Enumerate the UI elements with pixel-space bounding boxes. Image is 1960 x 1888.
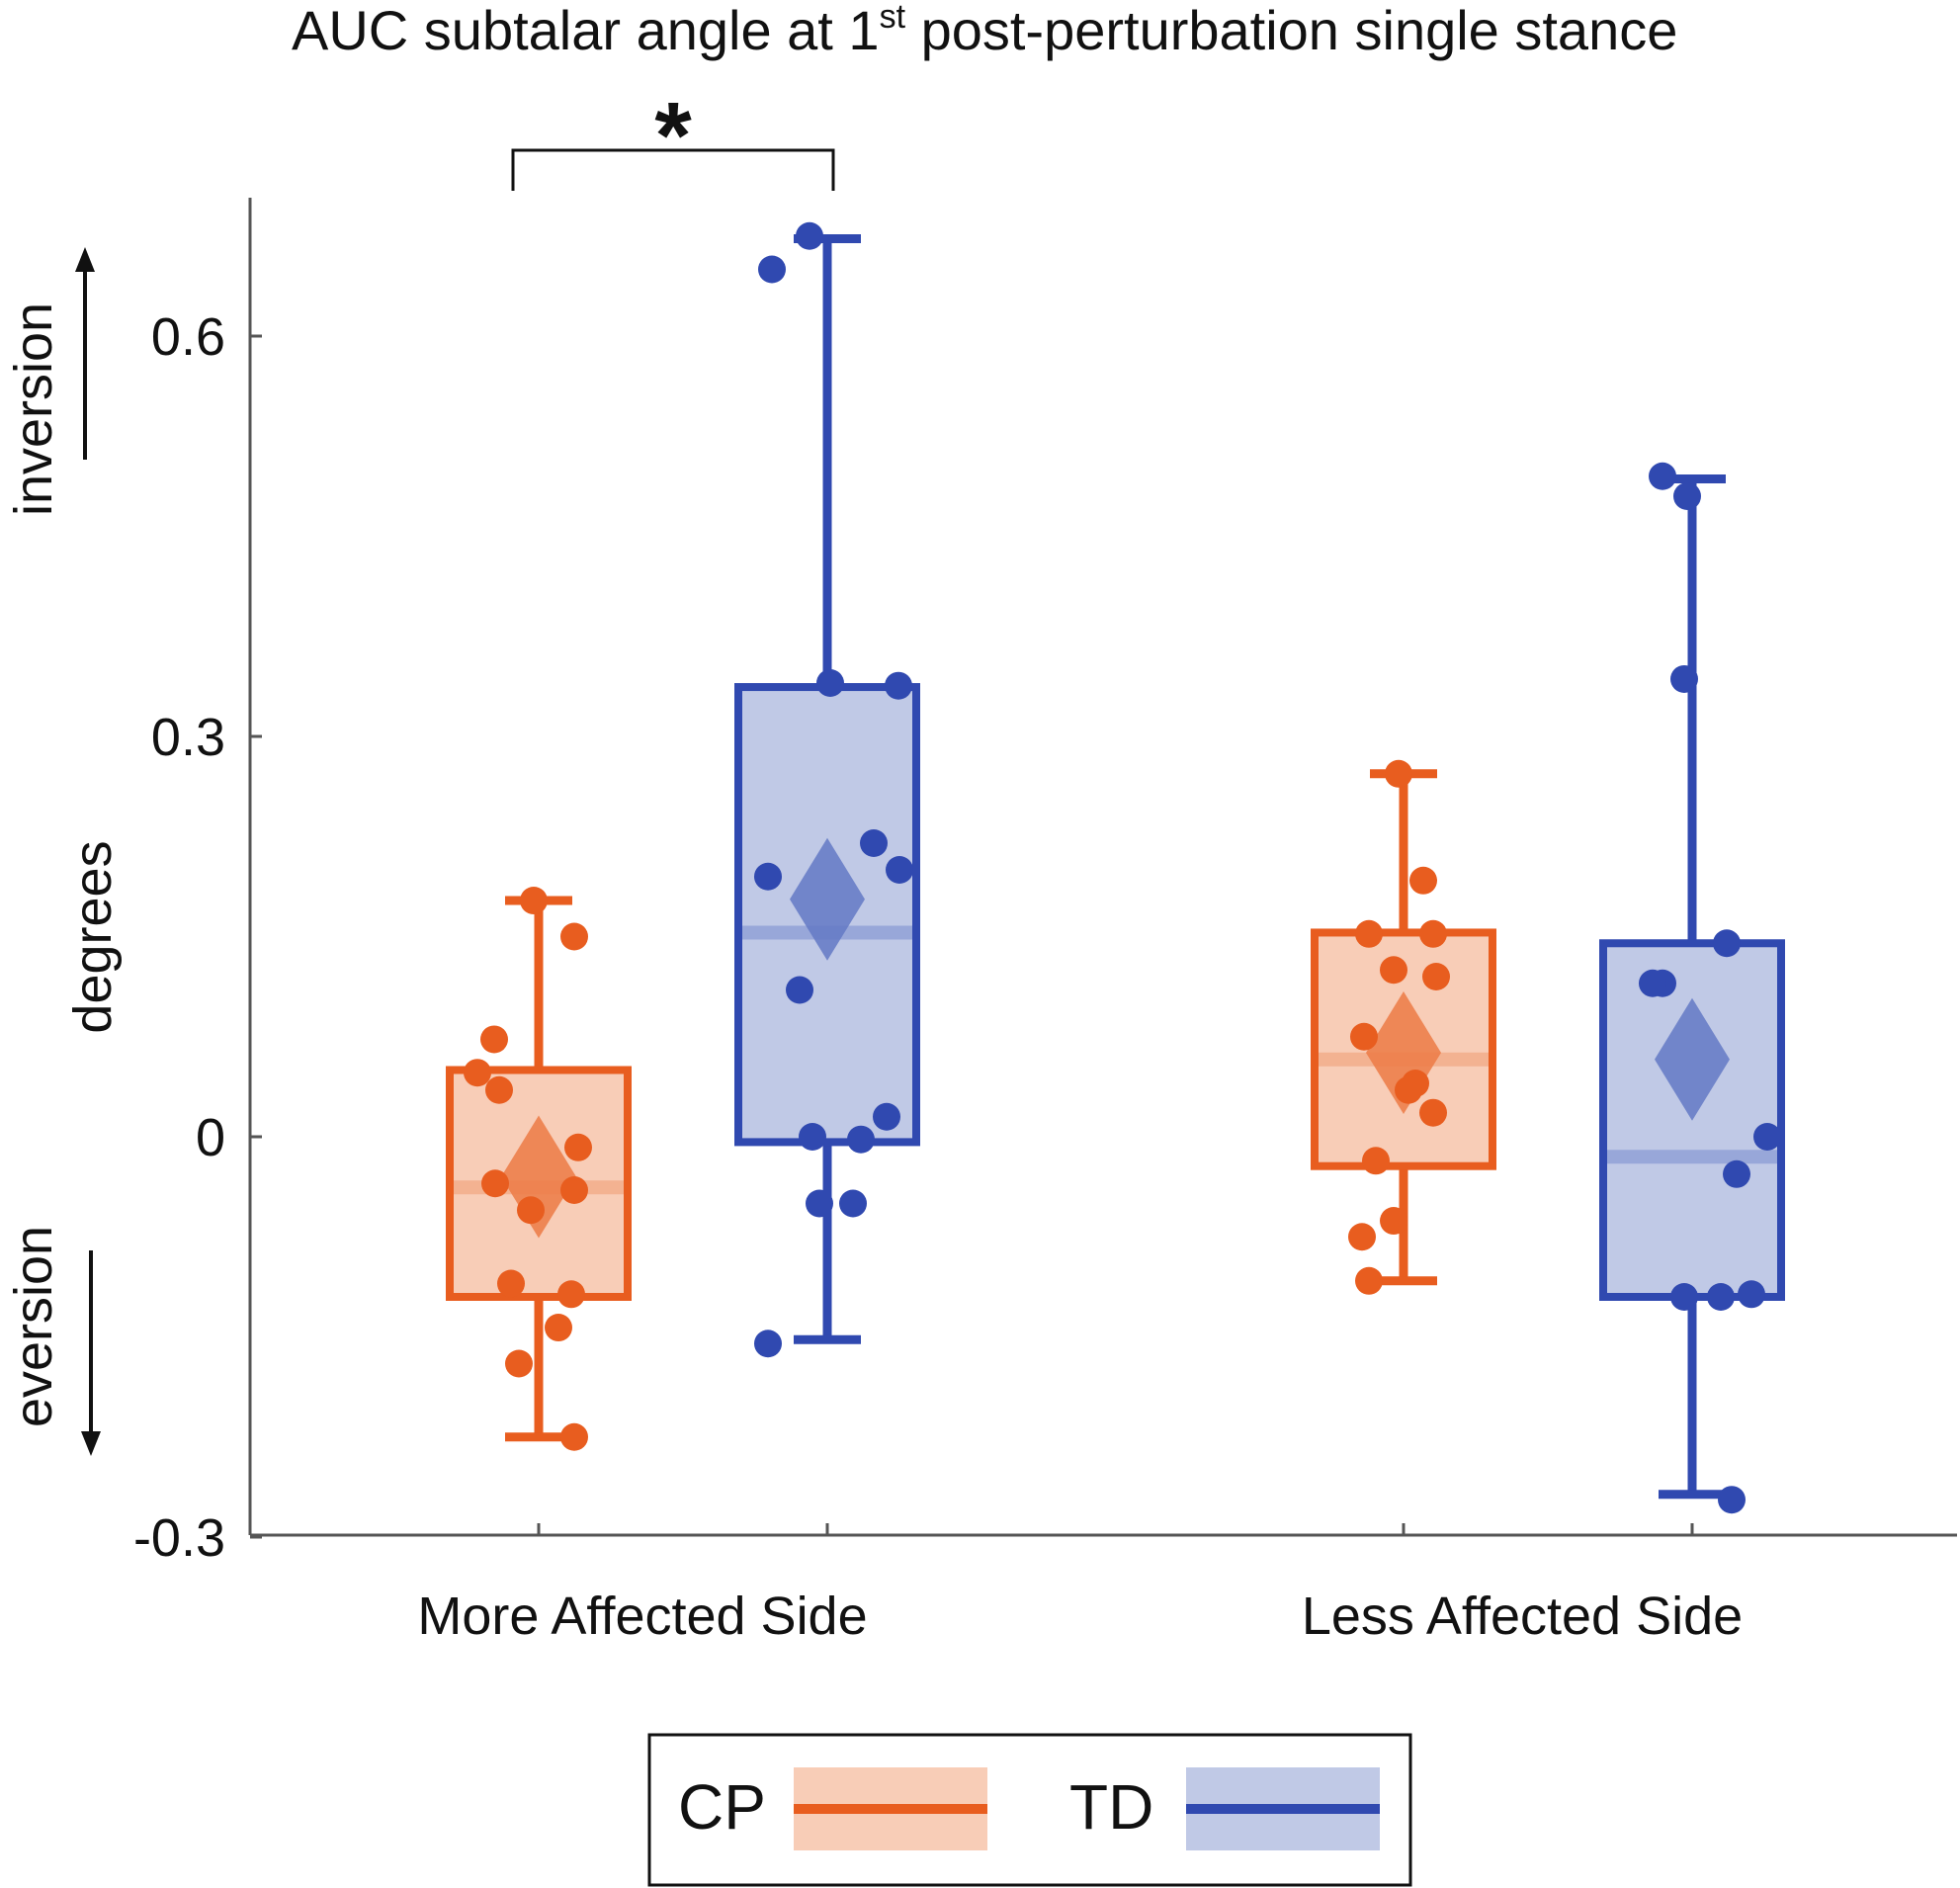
data-point <box>517 1196 545 1225</box>
data-point <box>1639 969 1666 997</box>
inversion-arrow <box>75 247 95 460</box>
eversion-arrow <box>81 1250 101 1456</box>
significance-bracket-line <box>511 148 835 191</box>
data-point <box>799 1123 826 1151</box>
data-point <box>560 922 588 951</box>
data-point <box>758 255 786 284</box>
data-point <box>1738 1280 1765 1309</box>
data-point <box>464 1059 491 1087</box>
inversion-label: inversion <box>4 302 63 516</box>
data-point <box>839 1189 867 1218</box>
data-point <box>505 1349 533 1378</box>
data-point <box>545 1314 572 1342</box>
significance-bracket: * <box>511 83 835 191</box>
data-point <box>480 1025 508 1054</box>
data-point <box>1718 1486 1746 1514</box>
data-point <box>754 862 782 891</box>
data-point <box>786 976 813 1004</box>
data-point <box>796 221 823 250</box>
data-point <box>816 669 844 697</box>
svg-text:AUC subtalar angle at 1st post: AUC subtalar angle at 1st post-perturbat… <box>292 0 1677 61</box>
chart-title-suffix: post-perturbation single stance <box>905 0 1677 61</box>
data-point <box>1713 929 1741 958</box>
data-point <box>1419 919 1447 948</box>
data-point <box>873 1102 900 1131</box>
box-group-td <box>734 221 920 1358</box>
data-point <box>1348 1223 1376 1251</box>
x-category-label: Less Affected Side <box>1302 1587 1743 1646</box>
mean-diamond <box>790 837 865 961</box>
data-point <box>1355 1266 1383 1295</box>
data-point <box>806 1189 833 1218</box>
data-point <box>886 856 913 884</box>
legend: CP TD <box>647 1733 1412 1887</box>
chart-title: AUC subtalar angle at 1st post-perturbat… <box>292 0 1677 61</box>
y-ticks: -0.3 0 0.3 0.6 <box>133 307 262 1568</box>
data-point <box>1362 1147 1390 1175</box>
box-group-cp <box>1311 759 1496 1295</box>
data-point <box>1670 664 1698 693</box>
data-point <box>560 1176 588 1204</box>
mean-diamond <box>1655 997 1730 1121</box>
data-point <box>481 1169 509 1198</box>
eversion-label: eversion <box>4 1226 63 1427</box>
data-point <box>1649 462 1676 490</box>
data-point <box>1350 1022 1378 1051</box>
data-point <box>1670 1283 1698 1311</box>
data-point <box>1422 963 1450 990</box>
data-point <box>1707 1283 1735 1311</box>
data-point <box>564 1133 592 1161</box>
y-axis-label: degrees <box>63 840 123 1033</box>
data-point <box>1395 1075 1422 1104</box>
data-point <box>497 1269 525 1298</box>
data-point <box>560 1422 588 1451</box>
y-tick-label: -0.3 <box>133 1508 225 1568</box>
data-point <box>1753 1123 1781 1151</box>
data-point <box>1673 482 1701 510</box>
data-point <box>1723 1159 1750 1188</box>
data-point <box>1355 919 1383 948</box>
y-tick-label: 0.3 <box>151 708 225 767</box>
data-point <box>847 1125 875 1154</box>
data-point <box>1409 866 1437 895</box>
chart-title-superscript: st <box>880 0 906 36</box>
x-categories: More Affected Side Less Affected Side <box>417 1523 1743 1646</box>
data-point <box>1380 1207 1407 1236</box>
legend-label-cp: CP <box>678 1771 766 1843</box>
box-group-td <box>1599 462 1785 1514</box>
data-point <box>885 671 912 700</box>
data-point <box>1419 1098 1447 1127</box>
y-axis-labels: degrees inversion eversion <box>4 247 123 1456</box>
data-point <box>754 1330 782 1358</box>
axes <box>248 198 1957 1537</box>
box-groups <box>446 221 1785 1514</box>
data-point <box>485 1075 513 1104</box>
data-point <box>1385 759 1412 788</box>
x-category-label: More Affected Side <box>417 1587 867 1646</box>
y-tick-label: 0.6 <box>151 307 225 367</box>
y-tick-label: 0 <box>196 1108 225 1167</box>
legend-label-td: TD <box>1069 1771 1153 1843</box>
chart-title-prefix: AUC subtalar angle at 1 <box>292 0 880 61</box>
data-point <box>557 1280 585 1309</box>
significance-star: * <box>654 83 692 189</box>
data-point <box>1380 956 1407 985</box>
box-group-cp <box>446 887 632 1451</box>
data-point <box>860 829 888 857</box>
data-point <box>520 887 548 915</box>
